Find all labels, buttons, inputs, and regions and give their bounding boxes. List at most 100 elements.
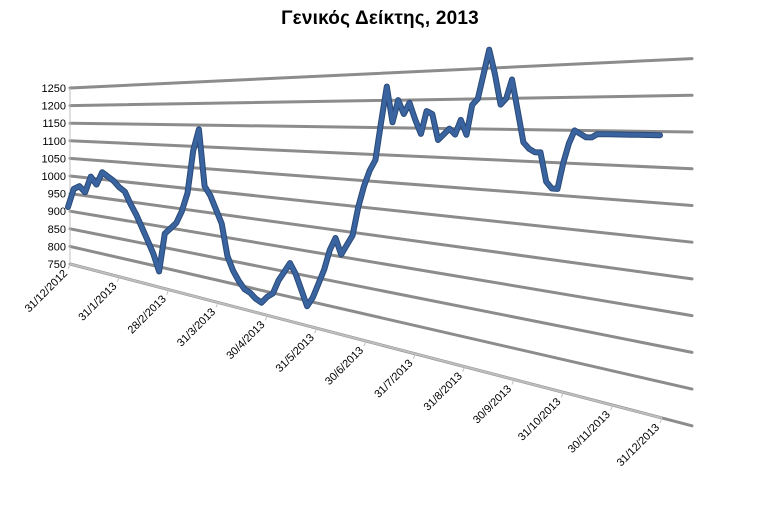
data-point xyxy=(277,279,280,282)
x-tick-mark xyxy=(462,366,466,372)
y-tick-label: 1250 xyxy=(42,83,66,95)
data-point xyxy=(152,253,155,255)
x-tick-label: 31/7/2013 xyxy=(372,357,415,400)
data-point xyxy=(169,227,172,230)
gridline xyxy=(68,174,694,244)
series-layer xyxy=(65,46,663,310)
data-point xyxy=(482,73,485,76)
data-point xyxy=(175,222,177,224)
x-tick-label: 31/8/2013 xyxy=(422,370,465,413)
gridline xyxy=(68,139,694,171)
data-point xyxy=(596,133,599,135)
data-point xyxy=(414,118,417,121)
data-point xyxy=(146,239,149,242)
x-tick-label: 30/4/2013 xyxy=(224,319,267,362)
y-tick-label: 1100 xyxy=(42,136,66,148)
y-tick-label: 750 xyxy=(48,259,66,271)
data-point xyxy=(72,188,75,190)
data-point xyxy=(266,296,269,298)
gridline xyxy=(68,244,694,391)
x-tick-mark xyxy=(610,404,614,411)
data-point xyxy=(539,151,542,154)
data-point xyxy=(181,210,183,213)
data-point xyxy=(562,162,564,164)
x-tick-label: 28/2/2013 xyxy=(126,293,169,336)
gridline xyxy=(68,227,694,354)
data-point xyxy=(534,151,536,153)
data-point xyxy=(238,280,240,282)
x-tick-mark xyxy=(264,315,268,321)
data-point xyxy=(425,110,428,112)
data-point xyxy=(448,127,451,130)
data-point xyxy=(255,298,257,300)
data-point xyxy=(135,214,138,216)
x-tick-label: 30/9/2013 xyxy=(471,383,514,426)
y-tick-label: 1000 xyxy=(42,171,66,183)
data-point xyxy=(368,169,371,172)
x-tick-mark xyxy=(659,417,663,424)
data-point xyxy=(579,133,582,135)
data-point xyxy=(220,222,223,225)
data-point xyxy=(386,85,388,88)
y-tick-label: 800 xyxy=(48,241,66,253)
x-tick-label: 31/5/2013 xyxy=(274,332,317,375)
data-point xyxy=(613,133,616,136)
data-point xyxy=(642,134,644,136)
data-point xyxy=(636,134,638,136)
data-point xyxy=(317,282,320,285)
gridline xyxy=(68,156,694,207)
data-point xyxy=(590,136,593,139)
x-tick-mark xyxy=(363,340,367,347)
y-tick-label: 900 xyxy=(48,206,66,218)
data-point xyxy=(522,141,525,144)
data-point xyxy=(300,289,303,291)
data-point xyxy=(192,149,194,152)
data-point xyxy=(351,234,354,237)
data-point xyxy=(619,133,621,136)
y-tick-label: 1150 xyxy=(42,118,66,130)
data-point xyxy=(499,103,502,106)
data-point xyxy=(516,109,519,112)
x-tick-label: 31/12/2013 xyxy=(615,422,662,469)
x-tick-label: 31/1/2013 xyxy=(76,280,119,323)
data-point xyxy=(209,194,212,197)
data-point xyxy=(272,292,274,295)
data-point xyxy=(403,113,405,115)
data-point xyxy=(289,262,291,264)
gridline xyxy=(68,57,694,90)
data-point xyxy=(653,134,656,136)
y-tick-label: 1200 xyxy=(42,101,66,113)
data-point xyxy=(306,305,308,308)
data-point xyxy=(397,99,400,101)
x-tick-mark xyxy=(166,289,170,295)
data-point xyxy=(437,139,439,141)
y-tick-label: 950 xyxy=(48,189,66,201)
data-point xyxy=(408,102,411,104)
data-point xyxy=(420,133,422,135)
data-point xyxy=(78,185,81,187)
data-point xyxy=(528,148,530,150)
data-point xyxy=(226,255,229,257)
data-point xyxy=(346,244,348,246)
x-tick-mark xyxy=(116,276,120,283)
gridline xyxy=(68,192,694,281)
data-point xyxy=(471,104,474,106)
data-point xyxy=(312,296,314,299)
data-point xyxy=(442,133,445,136)
data-point xyxy=(357,206,360,208)
x-tick-mark xyxy=(314,327,318,334)
data-point xyxy=(129,203,132,205)
data-point xyxy=(477,98,479,100)
x-tick-mark xyxy=(67,263,71,270)
data-point xyxy=(556,188,559,190)
data-point xyxy=(95,183,98,186)
x-tick-mark xyxy=(215,302,219,308)
data-point xyxy=(158,270,160,273)
y-axis-ticks: 750 800 850 900 950 1000 1050 1100 1150 1200 1250 xyxy=(42,83,66,271)
data-point xyxy=(602,133,604,135)
data-point xyxy=(90,175,92,178)
data-point xyxy=(454,133,456,136)
data-point xyxy=(465,134,468,136)
data-point xyxy=(67,206,69,208)
